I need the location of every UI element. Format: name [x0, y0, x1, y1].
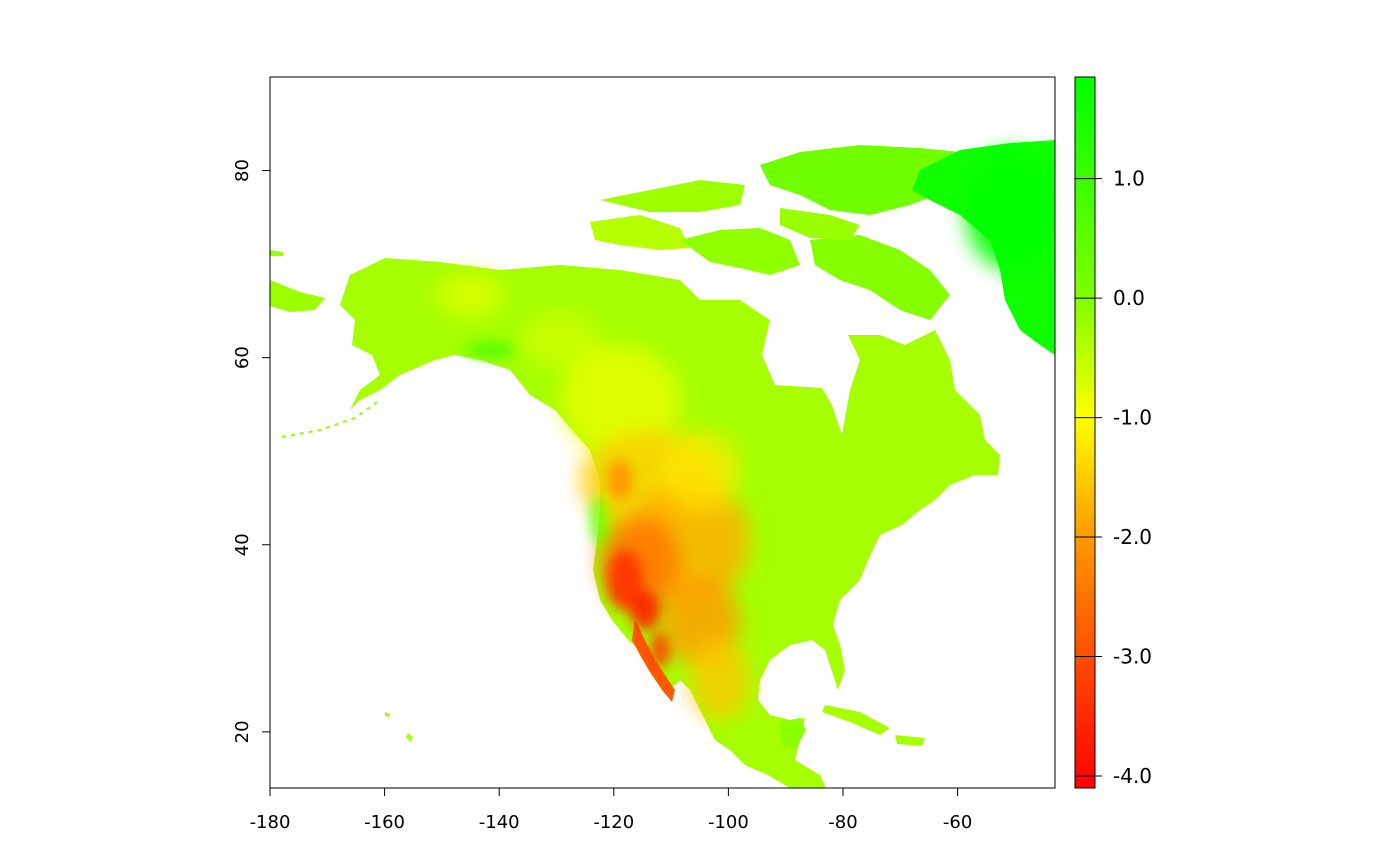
arctic-islands: [590, 215, 690, 250]
y-axis: 20 40 60 80: [232, 159, 271, 743]
x-tick-label: -180: [250, 812, 291, 833]
hispaniola: [895, 735, 925, 746]
legend-tick-label: -1.0: [1113, 406, 1152, 430]
y-tick-label: 80: [232, 159, 253, 182]
legend-tick-label: 1.0: [1113, 167, 1145, 191]
alaska-west: [270, 280, 325, 312]
hawaii: [385, 712, 413, 742]
ellesmere-island: [760, 145, 975, 215]
y-tick-label: 20: [232, 720, 253, 743]
x-tick-label: -160: [364, 812, 405, 833]
legend-tick-label: -2.0: [1113, 525, 1152, 549]
legend-colorbar: [1074, 76, 1096, 789]
x-tick-label: -100: [708, 812, 749, 833]
x-axis: -180 -160 -140 -120 -100 -80 -60: [250, 787, 972, 833]
aleutian-islands: [281, 399, 381, 438]
arctic-islands: [600, 180, 745, 212]
arctic-islands: [780, 208, 860, 240]
y-tick-label: 60: [232, 346, 253, 369]
hot-spots: [465, 342, 670, 668]
x-tick-label: -80: [828, 812, 857, 833]
raster-map: [270, 140, 1055, 788]
y-tick-label: 40: [232, 533, 253, 556]
cuba: [822, 705, 890, 735]
arctic-islands: [680, 228, 800, 275]
x-tick-label: -60: [943, 812, 972, 833]
yucatan: [780, 718, 806, 750]
color-legend: 1.0 0.0 -1.0 -2.0 -3.0 -4.0: [1074, 76, 1152, 789]
legend-tick-label: 0.0: [1113, 286, 1145, 310]
x-tick-label: -140: [479, 812, 520, 833]
arctic-islands: [810, 235, 950, 320]
x-tick-label: -120: [593, 812, 634, 833]
legend-tick-label: -4.0: [1113, 764, 1152, 788]
legend-tick-label: -3.0: [1113, 645, 1152, 669]
siberia-tip: [270, 250, 283, 256]
